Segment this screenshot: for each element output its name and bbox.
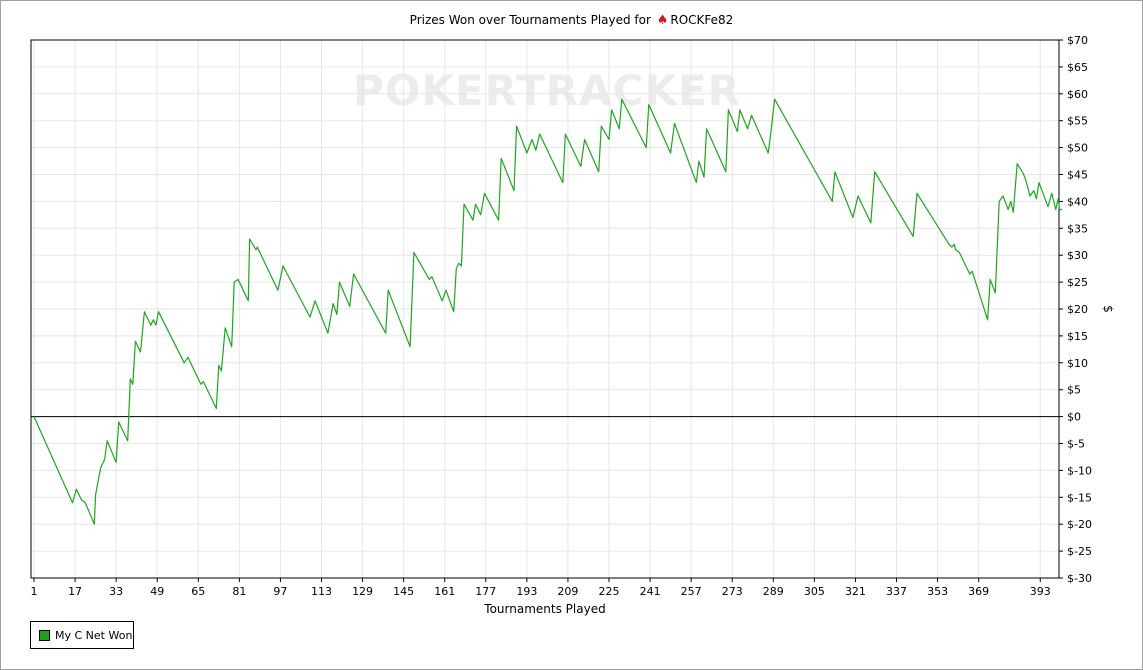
chart-title-prefix: Prizes Won over Tournaments Played for [409,13,655,27]
series-group [33,98,1063,525]
x-axis-ticks: 1 17 33 49 65 81 97 113 129 145 161 177 193 209 225 241… [31,578,1051,598]
y-tick-label: $5 [1067,384,1081,397]
y-axis-title: $ [1101,305,1115,313]
series-line [33,98,1063,525]
y-tick-label: $25 [1067,276,1088,289]
x-tick-label: 369 [968,585,989,598]
x-tick-label: 209 [557,585,578,598]
y-axis-ticks: $70 $65 $60 $55 $50 $45 $40 $35 $30 $25 $20 $15 $10 $… [1059,34,1092,585]
y-tick-label: $35 [1067,222,1088,235]
x-axis-title: Tournaments Played [483,602,605,616]
x-tick-label: 129 [352,585,373,598]
x-tick-label: 17 [68,585,82,598]
grid-lines [31,39,1059,579]
y-tick-label: $0 [1067,411,1081,424]
y-tick-label: $30 [1067,249,1088,262]
x-tick-label: 337 [886,585,907,598]
y-tick-label: $-5 [1067,438,1085,451]
x-tick-label: 177 [475,585,496,598]
y-tick-label: $-25 [1067,545,1092,558]
x-tick-label: 241 [640,585,661,598]
x-tick-label: 49 [150,585,164,598]
x-tick-label: 145 [393,585,414,598]
watermark-logo: POKERTRACKER [353,66,741,115]
y-tick-label: $-15 [1067,491,1092,504]
x-tick-label: 113 [311,585,332,598]
x-tick-label: 257 [681,585,702,598]
legend[interactable]: My C Net Won [30,621,134,649]
x-tick-label: 161 [434,585,455,598]
x-tick-label: 193 [516,585,537,598]
y-tick-label: $10 [1067,357,1088,370]
y-tick-label: $15 [1067,330,1088,343]
y-tick-label: $50 [1067,142,1088,155]
chart-title: Prizes Won over Tournaments Played for ♠… [0,13,1143,28]
y-tick-label: $-20 [1067,518,1092,531]
spade-icon: ♠ [656,13,669,28]
y-tick-label: $20 [1067,303,1088,316]
y-tick-label: $40 [1067,195,1088,208]
x-tick-label: 321 [845,585,866,598]
y-tick-label: $-10 [1067,464,1092,477]
chart-title-player: ROCKFe82 [670,13,734,27]
x-tick-label: 97 [273,585,287,598]
x-tick-label: 33 [109,585,123,598]
legend-label: My C Net Won [55,628,133,642]
x-tick-label: 65 [191,585,205,598]
x-tick-label: 305 [804,585,825,598]
y-tick-label: $60 [1067,88,1088,101]
x-tick-label: 1 [31,585,38,598]
y-tick-label: $45 [1067,169,1088,182]
legend-swatch [39,629,50,641]
x-tick-label: 225 [599,585,620,598]
y-tick-label: $-30 [1067,572,1092,585]
x-tick-label: 289 [763,585,784,598]
x-tick-label: 273 [722,585,743,598]
x-tick-label: 81 [232,585,246,598]
y-tick-label: $70 [1067,34,1088,47]
y-tick-label: $65 [1067,61,1088,74]
x-tick-label: 393 [1030,585,1051,598]
y-tick-label: $55 [1067,115,1088,128]
x-tick-label: 353 [927,585,948,598]
